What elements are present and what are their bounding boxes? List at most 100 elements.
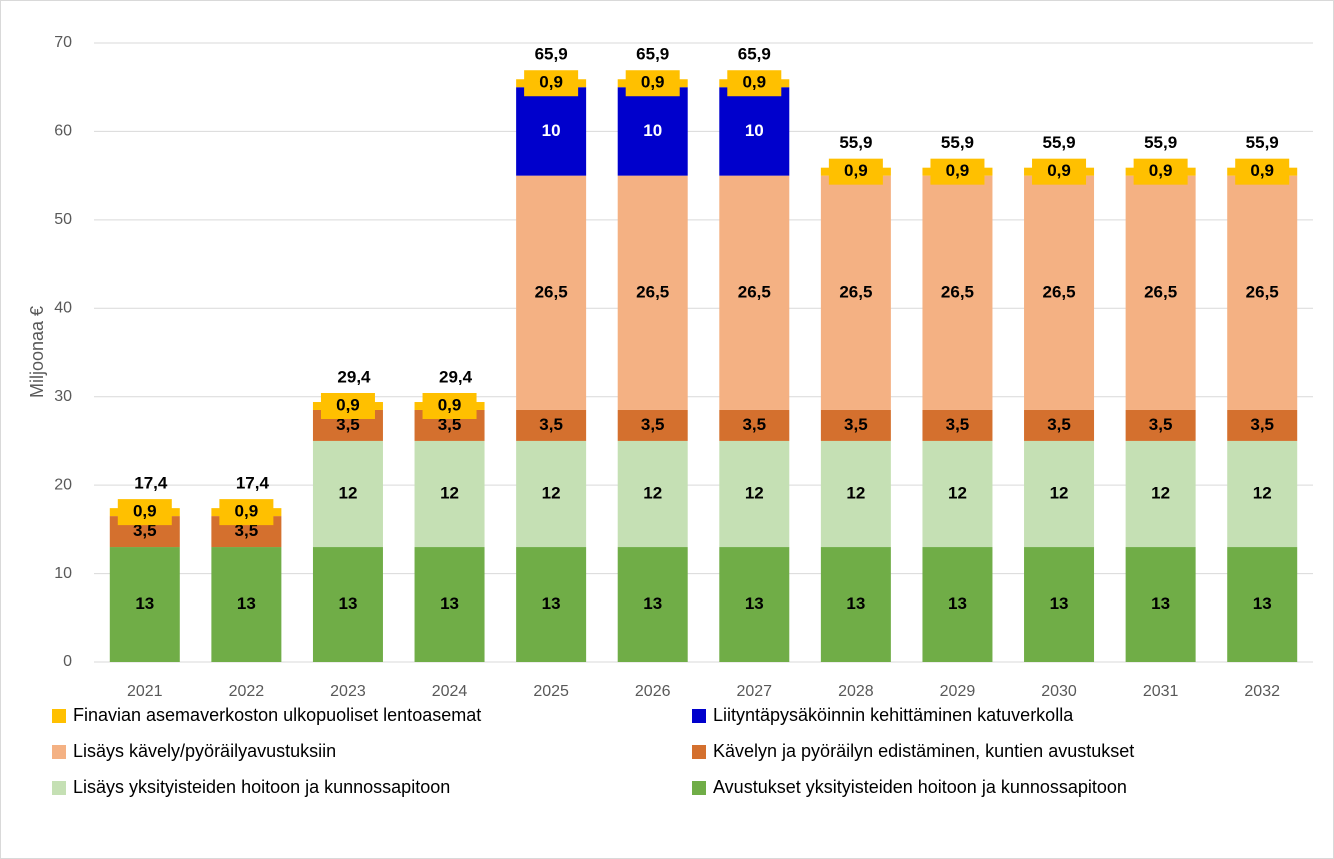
y-tick-label: 30 [54, 388, 72, 405]
x-tick-label: 2024 [432, 683, 468, 700]
data-label: 3,5 [946, 415, 970, 434]
y-tick-label: 40 [54, 300, 72, 317]
total-label: 65,9 [738, 45, 771, 64]
total-label: 17,4 [134, 474, 168, 493]
bar-segment [1024, 440, 1095, 548]
data-label: 13 [440, 594, 459, 613]
data-label-box [1133, 158, 1188, 185]
bar-segment [1125, 175, 1196, 410]
legend-swatch [692, 781, 706, 795]
bar-segment [414, 440, 485, 548]
data-label: 13 [237, 594, 256, 613]
bar-segment [1125, 440, 1196, 548]
data-label: 12 [846, 483, 865, 502]
data-label: 3,5 [336, 415, 360, 434]
x-tick-label: 2029 [940, 683, 976, 700]
x-tick-label: 2027 [736, 683, 772, 700]
bar-segment [1125, 409, 1196, 441]
total-label: 55,9 [1144, 133, 1177, 152]
y-tick-label: 10 [54, 565, 72, 582]
data-label: 26,5 [535, 282, 568, 301]
data-label: 26,5 [636, 282, 669, 301]
bar-segment [312, 547, 383, 662]
data-label: 13 [643, 594, 662, 613]
total-label: 17,4 [236, 474, 270, 493]
data-label: 12 [338, 483, 357, 502]
legend-swatch [52, 781, 66, 795]
data-label: 26,5 [1042, 282, 1075, 301]
bar-segment [719, 175, 790, 410]
data-label: 26,5 [839, 282, 872, 301]
bar-segment [719, 440, 790, 548]
data-label-box [727, 70, 782, 97]
y-tick-label: 70 [54, 34, 72, 51]
legend-label: Liityntäpysäköinnin kehittäminen katuver… [713, 705, 1074, 725]
legend-swatch [52, 745, 66, 759]
total-label: 55,9 [1246, 133, 1279, 152]
data-label: 26,5 [738, 282, 771, 301]
data-label: 0,9 [946, 161, 970, 180]
data-label: 26,5 [941, 282, 974, 301]
bar-segment [1024, 547, 1095, 662]
data-label: 3,5 [1149, 415, 1173, 434]
bar-segment [211, 547, 282, 662]
data-label: 13 [948, 594, 967, 613]
data-label: 13 [1050, 594, 1069, 613]
data-label: 3,5 [1250, 415, 1274, 434]
bar-segment [1125, 547, 1196, 662]
data-label: 26,5 [1144, 282, 1177, 301]
bar-segment [312, 440, 383, 548]
data-label: 13 [1253, 594, 1272, 613]
total-label: 29,4 [337, 368, 371, 387]
bar-segment [1227, 409, 1298, 441]
total-label: 65,9 [535, 45, 568, 64]
data-label: 13 [338, 594, 357, 613]
legend-label: Lisäys yksityisteiden hoitoon ja kunnoss… [73, 777, 450, 797]
bar-segment [922, 175, 993, 410]
y-axis-label: Miljoonaa € [27, 306, 47, 398]
data-label-box [422, 392, 477, 419]
bar-segment [1227, 175, 1298, 410]
bar-segment [719, 409, 790, 441]
total-label: 65,9 [636, 45, 669, 64]
data-label: 0,9 [539, 73, 563, 92]
data-label-box [524, 70, 579, 97]
bar-segment [719, 87, 790, 176]
x-tick-label: 2028 [838, 683, 874, 700]
data-label: 10 [745, 121, 764, 140]
data-label: 13 [846, 594, 865, 613]
bar-segment [414, 547, 485, 662]
bar-segment [922, 440, 993, 548]
bar-segment [516, 87, 587, 176]
bar-segment [617, 440, 688, 548]
data-label-box [625, 70, 680, 97]
bar-segment [109, 547, 180, 662]
data-label-box [828, 158, 883, 185]
bar-segment [922, 409, 993, 441]
bar-segment [820, 409, 891, 441]
data-label: 0,9 [133, 502, 157, 521]
bar-segment [1024, 409, 1095, 441]
total-label: 55,9 [839, 133, 872, 152]
data-label: 10 [542, 121, 561, 140]
x-tick-label: 2022 [229, 683, 265, 700]
bar-segment [1227, 440, 1298, 548]
data-label: 0,9 [438, 395, 462, 414]
data-label-box [117, 499, 172, 526]
legend-swatch [692, 709, 706, 723]
data-label: 3,5 [235, 521, 259, 540]
x-tick-label: 2025 [533, 683, 569, 700]
data-label: 0,9 [1047, 161, 1071, 180]
data-label: 3,5 [844, 415, 868, 434]
x-tick-label: 2021 [127, 683, 163, 700]
data-label: 0,9 [641, 73, 665, 92]
data-label: 26,5 [1246, 282, 1279, 301]
bar-segment [516, 175, 587, 410]
data-label: 13 [542, 594, 561, 613]
bar-segment [617, 175, 688, 410]
data-label-box [320, 392, 375, 419]
bar-segment [516, 409, 587, 441]
total-label: 55,9 [1042, 133, 1075, 152]
data-label: 12 [1151, 483, 1170, 502]
